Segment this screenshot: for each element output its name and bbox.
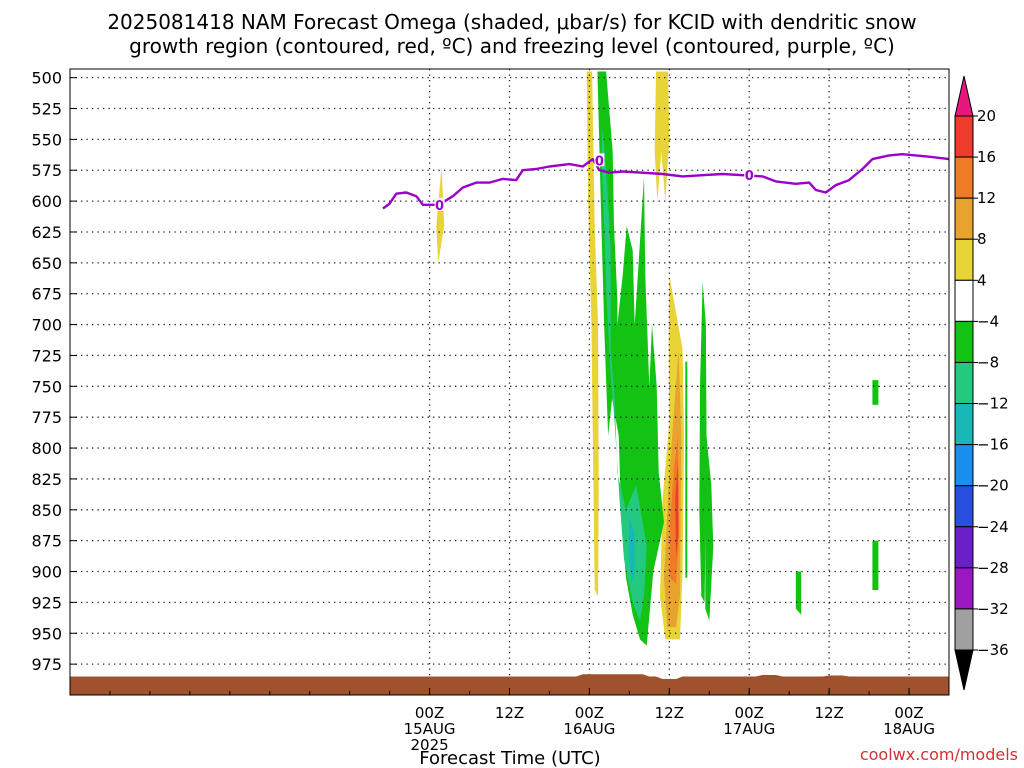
x-tick-label: 2025 [410, 736, 448, 754]
contour-label: 0 [595, 154, 604, 169]
omega-region [586, 71, 599, 597]
omega-region [705, 423, 714, 621]
colorbar-label: −36 [977, 641, 1009, 659]
dotted-grid [70, 69, 949, 695]
omega-region [699, 281, 707, 603]
contour-label: 0 [435, 199, 444, 214]
y-tick-label: 925 [31, 593, 62, 612]
colorbar-label: 12 [977, 189, 996, 207]
y-tick-label: 950 [31, 624, 62, 643]
colorbar-label: −4 [977, 312, 999, 330]
x-tick-label: 12Z [495, 704, 524, 722]
omega-region [872, 380, 879, 405]
terrain-ground [70, 674, 949, 695]
y-tick-label: 800 [31, 439, 62, 458]
y-tick-label: 600 [31, 192, 62, 211]
x-tick-label: 12Z [655, 704, 684, 722]
omega-shading [436, 71, 879, 646]
colorbar-label: 20 [977, 107, 996, 125]
freezing-level-contour: 0 0 0 [382, 152, 949, 214]
omega-region [795, 571, 802, 615]
colorbar-bin [954, 444, 974, 487]
x-tick-label: 12Z [814, 704, 843, 722]
colorbar-bin [954, 279, 974, 322]
colorbar-label: −16 [977, 436, 1009, 454]
y-tick-label: 900 [31, 563, 62, 582]
omega-region [601, 127, 647, 621]
x-tick-label: 00Z [575, 704, 604, 722]
y-tick-label: 850 [31, 501, 62, 520]
x-tick-label: 00Z [894, 704, 923, 722]
colorbar-legend: 20 16 12 8 4 −4 −8 −12 −16 −20 −24 −28 −32 −36 [954, 75, 1009, 691]
x-tick-label: 00Z [415, 704, 444, 722]
y-tick-label: 550 [31, 130, 62, 149]
colorbar-label: −28 [977, 559, 1009, 577]
colorbar-label: 16 [977, 148, 996, 166]
y-axis-pressure: 500 525 550 575 600 625 650 675 700 725 750 775 800 8… [31, 69, 77, 674]
contour-label-bg [744, 168, 755, 182]
colorbar-bin [954, 115, 974, 158]
colorbar-bin [954, 238, 974, 281]
y-tick-label: 675 [31, 285, 62, 304]
contour-label-bg [434, 197, 445, 211]
chart-title-line-1: 2025081418 NAM Forecast Omega (shaded, μ… [107, 10, 916, 34]
colorbar-label: −24 [977, 518, 1009, 536]
y-tick-label: 625 [31, 223, 62, 242]
colorbar-label: 8 [977, 230, 987, 248]
omega-region [872, 540, 879, 590]
y-tick-label: 775 [31, 408, 62, 427]
x-tick-label: 16AUG [563, 720, 615, 738]
colorbar-min-triangle [954, 649, 974, 691]
y-tick-label: 875 [31, 532, 62, 551]
contour-label: 0 [745, 169, 754, 184]
credit-text: coolwx.com/models [860, 745, 1018, 764]
x-tick-label: 00Z [735, 704, 764, 722]
plot-area: 0 0 0 [69, 68, 950, 696]
omega-region [628, 516, 635, 584]
colorbar-bin [954, 526, 974, 569]
y-tick-label: 575 [31, 161, 62, 180]
y-tick-label: 500 [31, 69, 62, 88]
y-tick-label: 975 [31, 655, 62, 674]
colorbar-bin [954, 567, 974, 610]
y-tick-label: 525 [31, 100, 62, 119]
omega-region [654, 71, 670, 202]
omega-region [675, 460, 679, 557]
chart-title-line-2: growth region (contoured, red, ºC) and f… [129, 34, 895, 58]
omega-region [436, 166, 445, 263]
contour-label-bg [594, 153, 605, 167]
x-axis-label: Forecast Time (UTC) [419, 748, 600, 768]
x-tick-label: 18AUG [883, 720, 935, 738]
colorbar-label: −12 [977, 395, 1009, 413]
colorbar-label: −8 [977, 353, 999, 371]
colorbar-bin [954, 361, 974, 405]
y-tick-label: 750 [31, 377, 62, 396]
terrain-band [70, 674, 949, 695]
y-tick-label: 725 [31, 346, 62, 365]
y-tick-label: 825 [31, 470, 62, 489]
x-tick-label: 15AUG [404, 720, 456, 738]
colorbar-label: −20 [977, 477, 1009, 495]
colorbar-bin [954, 197, 974, 240]
colorbar-bin [954, 485, 974, 528]
colorbar-bin [954, 156, 974, 199]
y-tick-label: 650 [31, 254, 62, 273]
y-tick-label: 700 [31, 316, 62, 335]
x-tick-label: 17AUG [723, 720, 775, 738]
colorbar-max-triangle [954, 75, 974, 117]
colorbar-label: −32 [977, 600, 1009, 618]
omega-region [685, 361, 688, 578]
colorbar-bin [954, 403, 974, 446]
colorbar-bin [954, 320, 974, 363]
omega-region [597, 71, 664, 646]
colorbar-label: 4 [977, 271, 987, 289]
colorbar-bin [954, 608, 974, 651]
